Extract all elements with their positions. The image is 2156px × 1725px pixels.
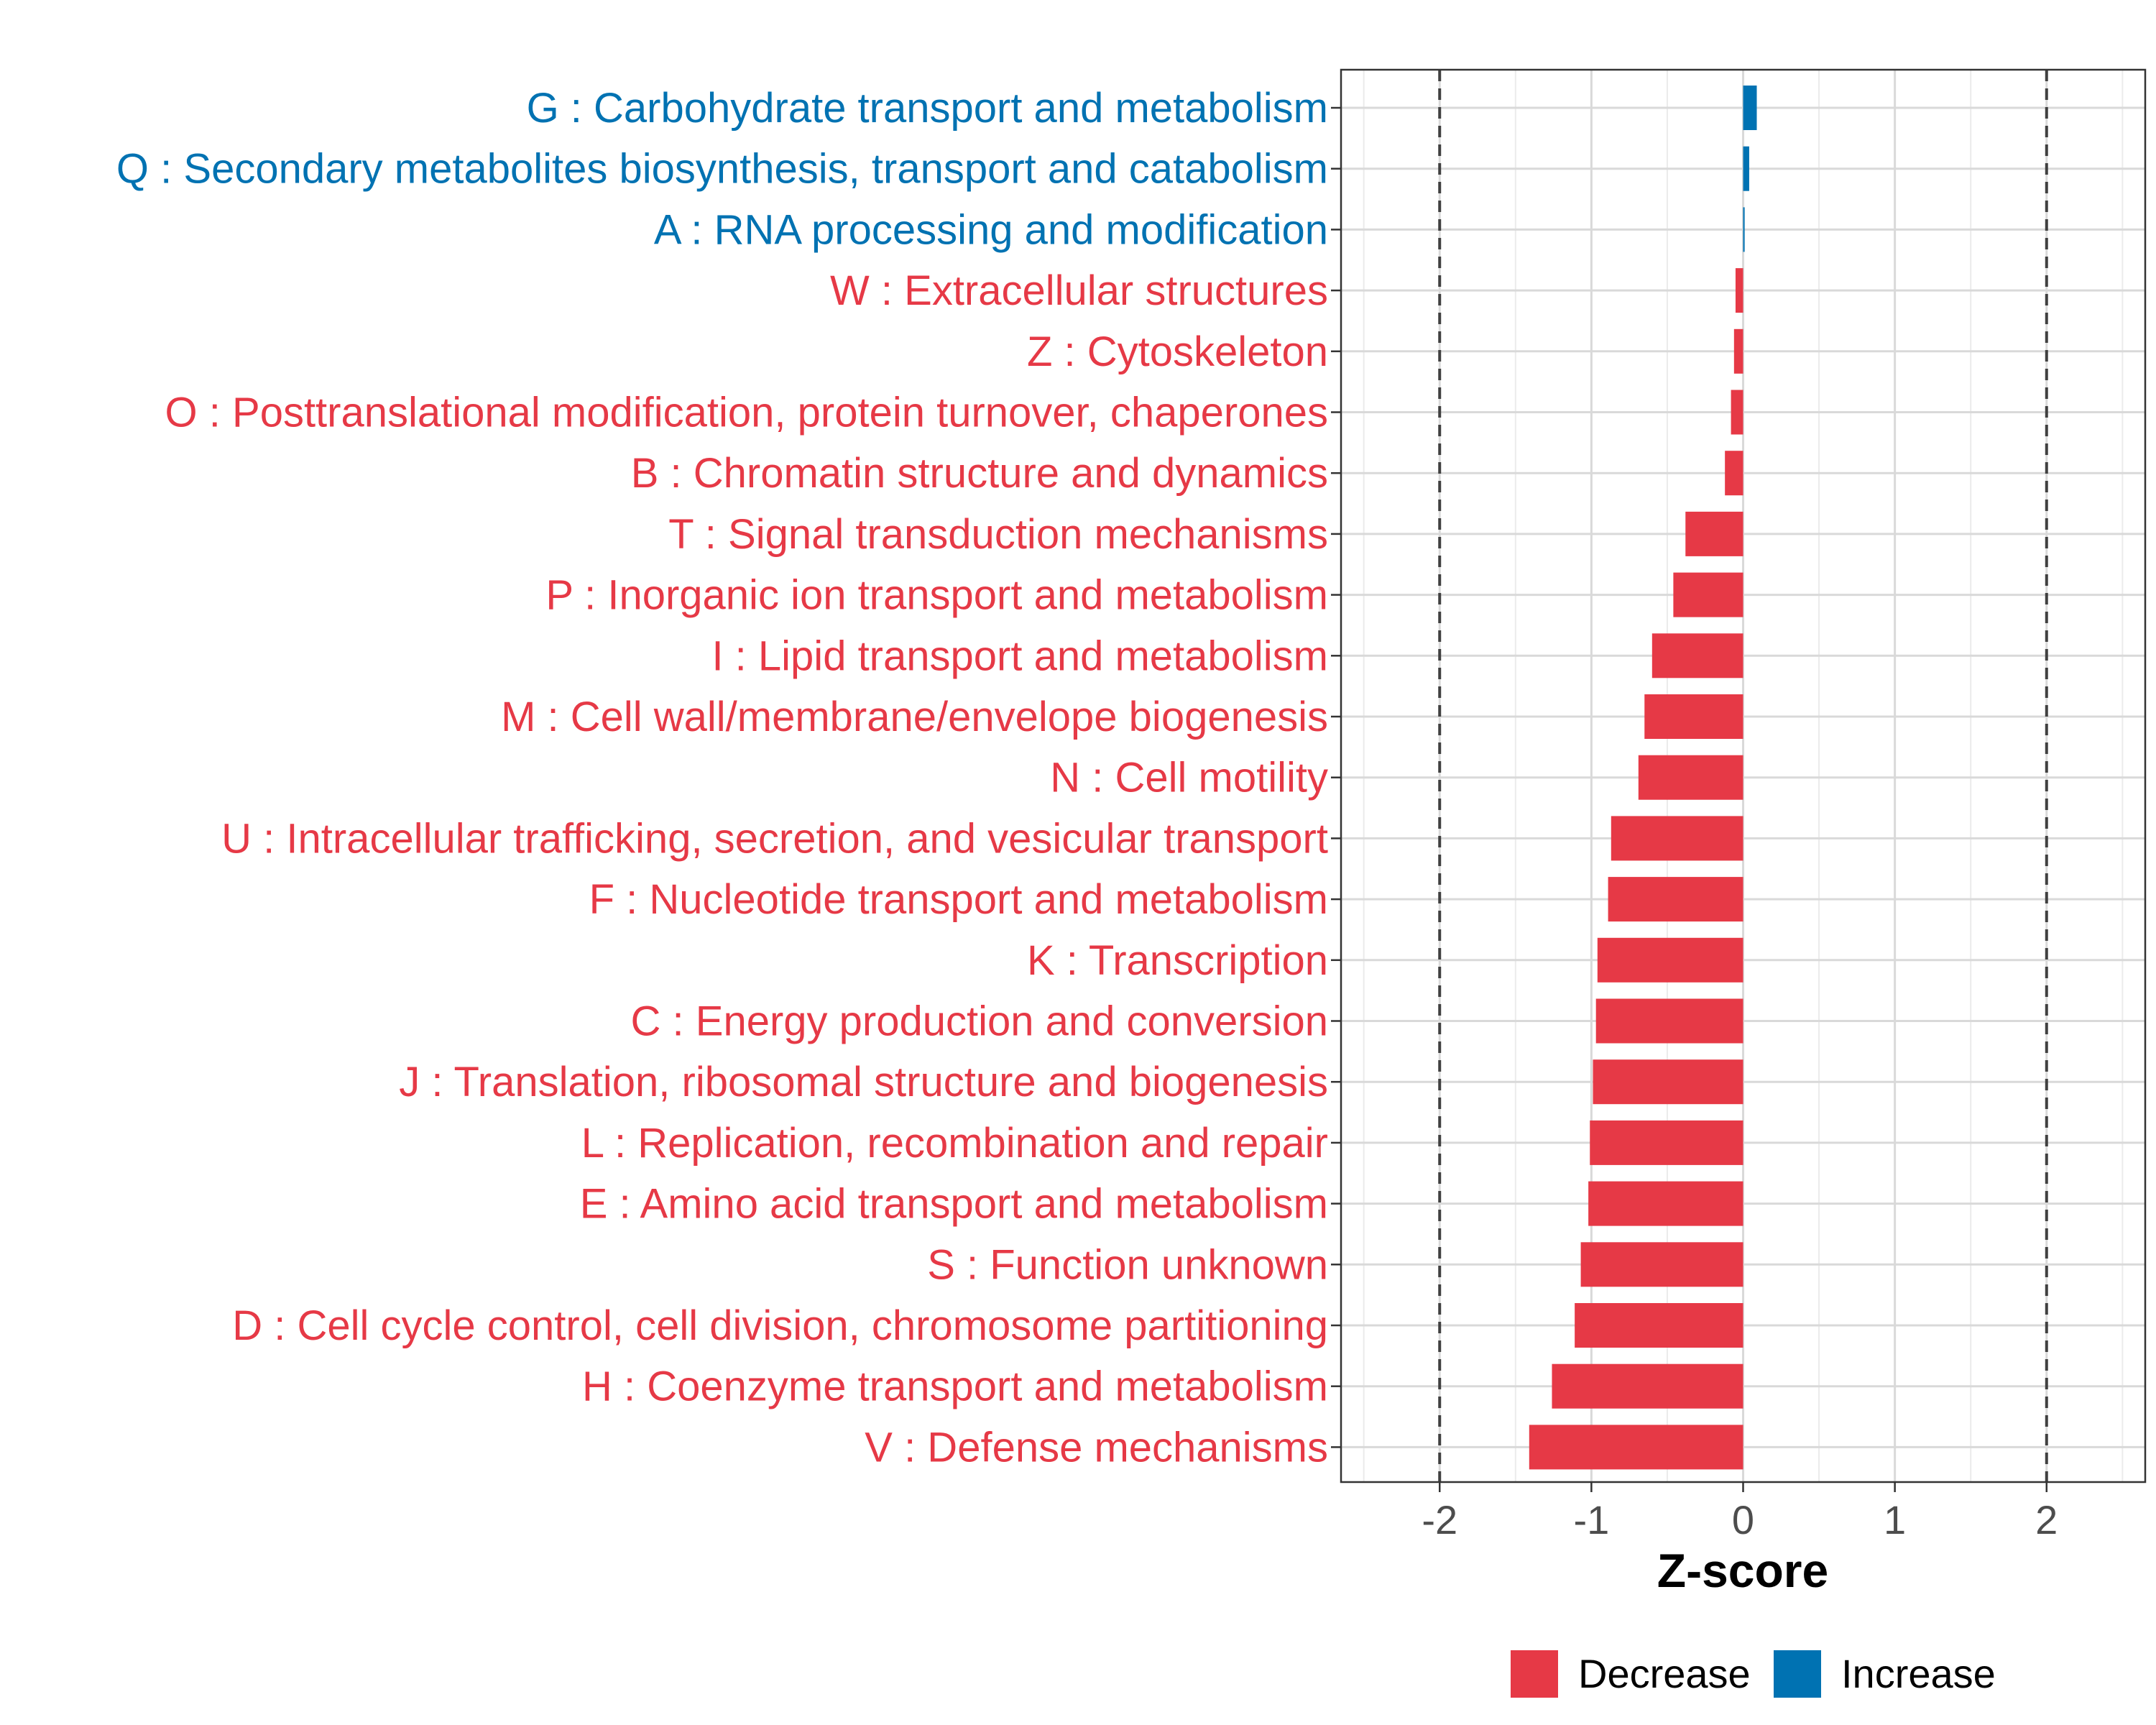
category-label: Z : Cytoskeleton — [1027, 328, 1328, 375]
y-axis-ticks — [1331, 106, 1341, 1448]
bar — [1588, 1181, 1743, 1226]
bar — [1593, 1059, 1743, 1105]
category-label: V : Defense mechanisms — [865, 1424, 1328, 1471]
x-axis-ticks: -2 -1 0 1 2 — [1422, 1482, 2058, 1542]
y-axis-labels: G : Carbohydrate transport and metabolis… — [116, 85, 1328, 1471]
bar — [1651, 633, 1743, 678]
category-label: I : Lipid transport and metabolism — [711, 632, 1328, 679]
bar — [1743, 146, 1749, 191]
category-label: W : Extracellular structures — [830, 267, 1328, 314]
x-tick-label: -2 — [1422, 1497, 1457, 1542]
legend-label: Increase — [1841, 1651, 1996, 1696]
bar — [1743, 207, 1745, 252]
category-label: F : Nucleotide transport and metabolism — [589, 876, 1328, 923]
category-label: P : Inorganic ion transport and metaboli… — [545, 572, 1328, 619]
category-label: K : Transcription — [1027, 937, 1328, 984]
bar — [1580, 1242, 1743, 1287]
bar — [1743, 86, 1757, 130]
bar — [1552, 1363, 1743, 1409]
legend-label: Decrease — [1578, 1651, 1751, 1696]
category-label: G : Carbohydrate transport and metabolis… — [527, 85, 1328, 132]
bar — [1597, 937, 1743, 983]
legend: Decrease Increase — [1511, 1650, 1996, 1698]
category-label: E : Amino acid transport and metabolism — [580, 1181, 1328, 1228]
legend-key — [1774, 1650, 1821, 1698]
bar — [1608, 877, 1743, 922]
category-label: O : Posttranslational modification, prot… — [165, 390, 1328, 436]
category-label: C : Energy production and conversion — [631, 998, 1328, 1045]
category-label: N : Cell motility — [1050, 755, 1328, 801]
bar — [1725, 451, 1743, 496]
x-tick-label: 2 — [2035, 1497, 2058, 1542]
category-label: D : Cell cycle control, cell division, c… — [232, 1302, 1328, 1349]
bar — [1611, 816, 1743, 861]
category-label: J : Translation, ribosomal structure and… — [399, 1059, 1328, 1105]
bar — [1733, 328, 1743, 374]
legend-key — [1511, 1650, 1558, 1698]
bar — [1644, 694, 1743, 739]
x-axis-title: Z-score — [1657, 1544, 1828, 1597]
category-label: H : Coenzyme transport and metabolism — [582, 1363, 1328, 1410]
bar — [1685, 511, 1743, 556]
bar — [1731, 390, 1743, 435]
category-label: M : Cell wall/membrane/envelope biogenes… — [501, 694, 1328, 740]
bar — [1638, 755, 1743, 800]
category-label: S : Function unknown — [927, 1241, 1328, 1288]
bar — [1590, 1120, 1743, 1165]
x-tick-label: -1 — [1573, 1497, 1609, 1542]
category-label: Q : Secondary metabolites biosynthesis, … — [116, 146, 1328, 193]
category-label: A : RNA processing and modification — [654, 206, 1328, 253]
category-label: T : Signal transduction mechanisms — [668, 511, 1328, 558]
reference-lines — [1438, 70, 2048, 1482]
bar — [1595, 998, 1743, 1044]
bar — [1575, 1303, 1743, 1348]
category-label: B : Chromatin structure and dynamics — [631, 450, 1328, 497]
category-label: U : Intracellular trafficking, secretion… — [221, 815, 1328, 862]
bar — [1529, 1425, 1743, 1470]
category-label: L : Replication, recombination and repai… — [581, 1120, 1328, 1167]
bar-layer — [1529, 86, 1757, 1470]
x-tick-label: 0 — [1732, 1497, 1754, 1542]
bar — [1735, 268, 1743, 313]
bar — [1673, 572, 1743, 617]
x-tick-label: 1 — [1884, 1497, 1906, 1542]
